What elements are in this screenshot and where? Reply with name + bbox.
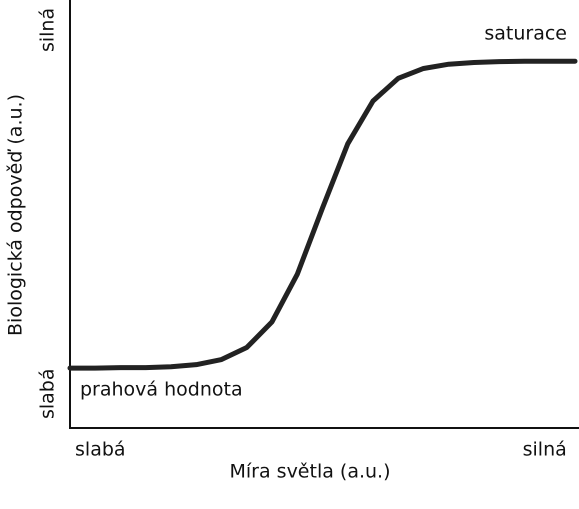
x-tick-label: slabá bbox=[75, 439, 126, 461]
annotation: prahová hodnota bbox=[80, 379, 243, 401]
x-tick-label: silná bbox=[523, 439, 567, 461]
x-axis-title: Míra světla (a.u.) bbox=[230, 461, 391, 483]
y-axis-title: Biologická odpověď (a.u.) bbox=[5, 94, 27, 336]
y-tick-label: slabá bbox=[37, 368, 59, 419]
curve bbox=[67, 58, 578, 371]
annotation: saturace bbox=[484, 23, 567, 45]
y-tick-label: silná bbox=[37, 8, 59, 52]
